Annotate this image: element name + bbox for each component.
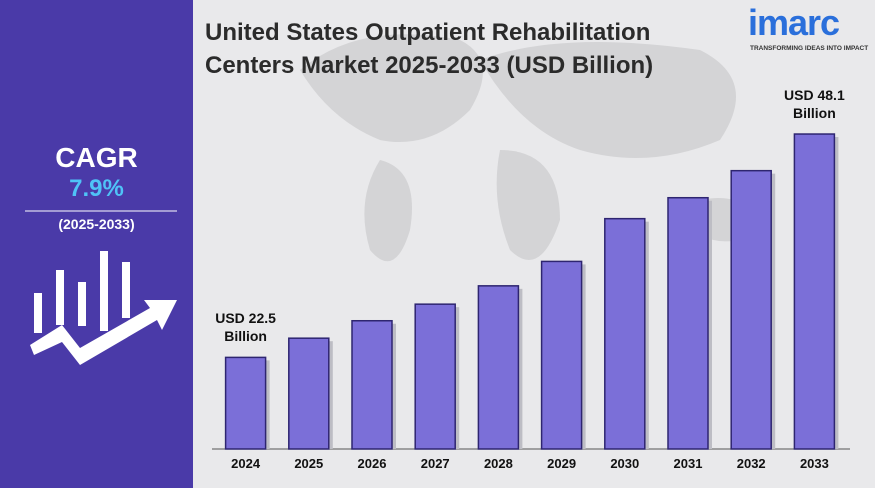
x-tick-label: 2030 — [610, 456, 639, 471]
bar — [730, 169, 772, 450]
x-tick-label: 2026 — [358, 456, 387, 471]
cagr-label: CAGR — [55, 142, 138, 173]
bar — [540, 260, 583, 450]
value-label: USD 48.1 Billion — [784, 87, 845, 122]
x-tick-label: 2024 — [231, 456, 261, 471]
bar — [288, 337, 330, 450]
bar — [224, 356, 267, 450]
bar — [604, 217, 646, 450]
bar — [477, 285, 520, 450]
growth-icon — [30, 251, 177, 365]
value-label: USD 22.5 Billion — [215, 310, 276, 345]
chart-title: United States Outpatient Rehabilitation … — [205, 19, 654, 79]
bar — [351, 319, 393, 450]
bar — [667, 196, 709, 450]
world-map — [300, 34, 760, 262]
cagr-value: 7.9% — [69, 175, 124, 202]
x-tick-label: 2033 — [800, 456, 829, 471]
bar — [793, 133, 836, 450]
brand-logo: imarc — [748, 2, 840, 43]
x-tick-label: 2027 — [421, 456, 450, 471]
brand-tagline: TRANSFORMING IDEAS INTO IMPACT — [750, 45, 869, 52]
x-tick-label: 2028 — [484, 456, 513, 471]
side-panel — [0, 0, 193, 488]
x-tick-label: 2029 — [547, 456, 576, 471]
x-tick-label: 2032 — [737, 456, 766, 471]
cagr-period: (2025-2033) — [58, 216, 135, 232]
bar — [414, 303, 456, 450]
x-tick-label: 2031 — [674, 456, 703, 471]
x-tick-label: 2025 — [294, 456, 323, 471]
